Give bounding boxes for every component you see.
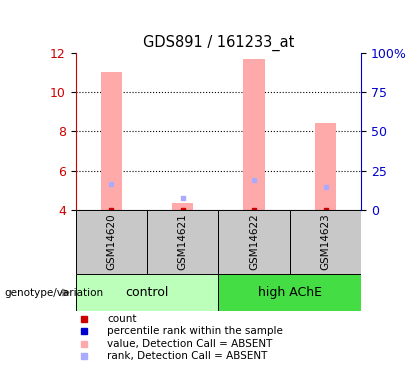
Bar xyxy=(244,59,265,210)
Text: GSM14622: GSM14622 xyxy=(249,213,259,270)
Text: rank, Detection Call = ABSENT: rank, Detection Call = ABSENT xyxy=(107,351,268,361)
Text: genotype/variation: genotype/variation xyxy=(4,288,103,297)
Text: percentile rank within the sample: percentile rank within the sample xyxy=(107,326,283,336)
Text: GSM14623: GSM14623 xyxy=(320,213,331,270)
Text: count: count xyxy=(107,314,136,324)
Text: control: control xyxy=(125,286,169,299)
Bar xyxy=(172,203,193,210)
Bar xyxy=(218,274,361,311)
Bar xyxy=(315,123,336,210)
Title: GDS891 / 161233_at: GDS891 / 161233_at xyxy=(143,35,294,51)
Text: GSM14620: GSM14620 xyxy=(106,214,116,270)
Text: high AChE: high AChE xyxy=(258,286,322,299)
Bar xyxy=(218,210,290,274)
Bar xyxy=(101,72,122,210)
Text: value, Detection Call = ABSENT: value, Detection Call = ABSENT xyxy=(107,339,273,349)
Text: GSM14621: GSM14621 xyxy=(178,213,188,270)
Bar xyxy=(76,210,147,274)
Bar xyxy=(290,210,361,274)
Bar xyxy=(147,210,218,274)
Bar xyxy=(76,274,218,311)
